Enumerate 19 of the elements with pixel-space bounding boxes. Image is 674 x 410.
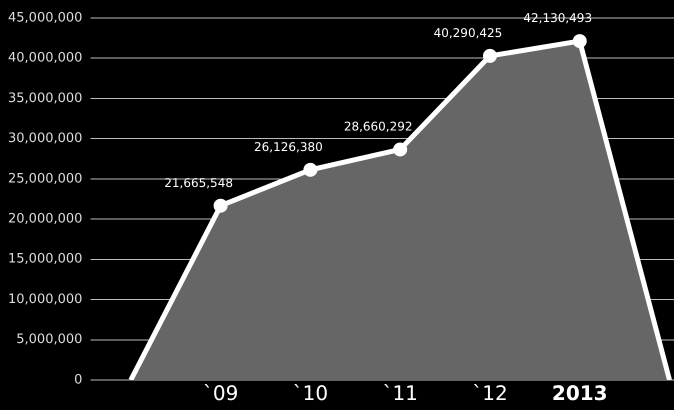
y-tick-label: 40,000,000 — [8, 50, 82, 66]
x-tick-label: `12 — [472, 381, 508, 406]
y-tick-label: 0 — [74, 372, 82, 388]
x-tick-label: 2013 — [552, 381, 608, 406]
y-tick-label: 10,000,000 — [8, 292, 82, 307]
y-tick-label: 25,000,000 — [8, 171, 82, 186]
x-tick-label: `10 — [292, 381, 328, 406]
data-label: 21,665,548 — [164, 176, 233, 190]
x-tick-label: `11 — [382, 381, 418, 406]
data-label: 28,660,292 — [344, 120, 413, 134]
y-tick-label: 20,000,000 — [8, 211, 82, 226]
y-tick-label: 15,000,000 — [8, 252, 82, 267]
y-tick-label: 30,000,000 — [8, 131, 82, 146]
y-tick-label: 5,000,000 — [16, 332, 82, 348]
y-tick-label: 35,000,000 — [8, 90, 82, 106]
y-tick-label: 45,000,000 — [8, 10, 82, 26]
data-label: 26,126,380 — [254, 140, 323, 154]
data-label: 40,290,425 — [434, 26, 502, 40]
x-tick-label: `09 — [202, 381, 238, 406]
